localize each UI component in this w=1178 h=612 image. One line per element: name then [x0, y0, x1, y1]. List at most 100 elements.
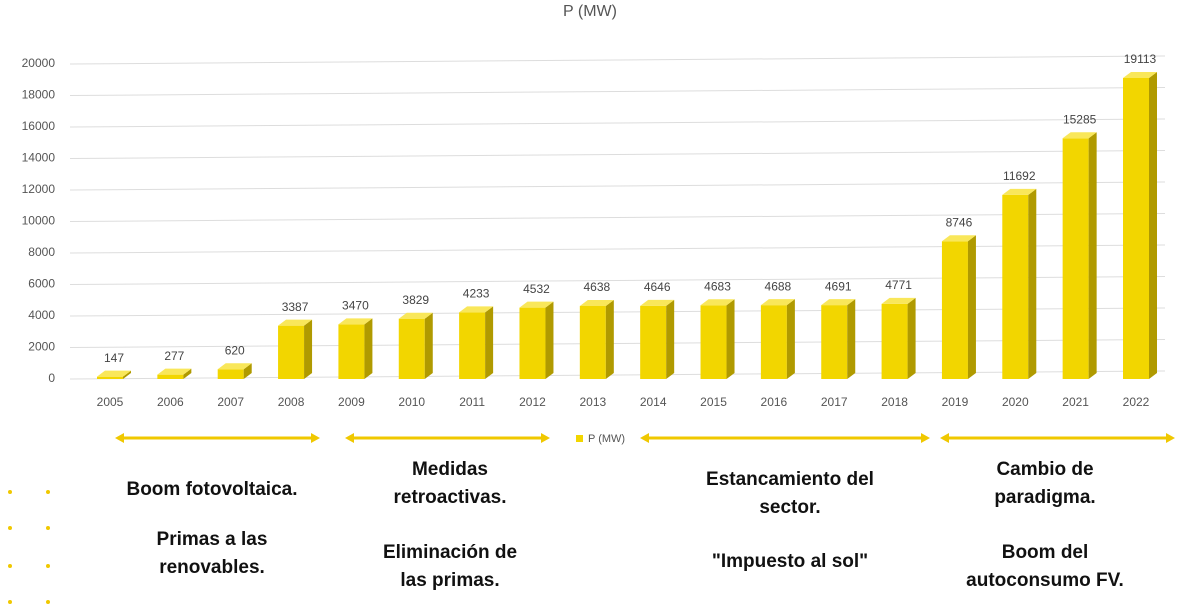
bar [398, 312, 433, 379]
value-label: 4688 [765, 279, 792, 293]
decor-dots [8, 490, 50, 604]
bar [1062, 132, 1097, 379]
grid-line [69, 55, 1166, 65]
arrow-head [115, 433, 124, 443]
bar [217, 363, 252, 379]
chart-title: P (MW) [563, 3, 617, 20]
bar [941, 235, 976, 379]
annotation-text: Eliminación de [383, 542, 517, 563]
annotation-text: paradigma. [994, 487, 1095, 508]
value-label: 277 [164, 349, 184, 363]
grid-line [69, 181, 1166, 191]
grid-line [69, 150, 1166, 159]
bar [278, 319, 313, 379]
bar [459, 306, 494, 379]
arrow-head [311, 433, 320, 443]
annotation-text: Estancamiento del [706, 469, 874, 490]
y-tick-label: 8000 [28, 245, 55, 259]
arrow-head [345, 433, 354, 443]
annotation-text: Boom fotovoltaica. [126, 479, 297, 500]
grid-line [69, 370, 1166, 380]
annotation-text: autoconsumo FV. [966, 570, 1124, 591]
value-label: 4771 [885, 278, 912, 292]
x-tick-label: 2019 [942, 395, 969, 409]
x-tick-label: 2013 [579, 395, 606, 409]
arrow-head [940, 433, 949, 443]
x-tick-label: 2020 [1002, 395, 1029, 409]
bar [1002, 188, 1037, 379]
value-label: 4646 [644, 280, 671, 294]
bar [821, 299, 856, 379]
x-tick-label: 2005 [97, 395, 124, 409]
bar [579, 299, 614, 379]
annotation-text: retroactivas. [393, 487, 506, 508]
annotation-text: las primas. [400, 570, 499, 591]
value-label: 3387 [282, 300, 309, 314]
value-label: 4532 [523, 282, 550, 296]
y-tick-label: 4000 [28, 308, 55, 322]
x-tick-label: 2009 [338, 395, 365, 409]
x-tick-label: 2010 [398, 395, 425, 409]
value-label: 19113 [1124, 52, 1157, 66]
value-label: 3829 [402, 293, 429, 307]
x-tick-label: 2018 [881, 395, 908, 409]
value-label: 4691 [825, 279, 852, 293]
annotation-text: renovables. [159, 557, 265, 578]
y-tick-label: 12000 [22, 182, 56, 196]
value-label: 15285 [1063, 112, 1097, 126]
x-tick-label: 2007 [217, 395, 244, 409]
annotation-text: Cambio de [996, 459, 1093, 480]
grid-line [69, 244, 1166, 254]
value-label: 4233 [463, 287, 490, 301]
x-tick-label: 2006 [157, 395, 184, 409]
bar [760, 299, 795, 379]
value-label: 11692 [1003, 169, 1036, 183]
y-tick-label: 14000 [22, 151, 56, 165]
value-label: 620 [225, 343, 245, 357]
y-tick-label: 18000 [22, 88, 56, 102]
y-tick-label: 10000 [22, 214, 56, 228]
x-tick-label: 2012 [519, 395, 546, 409]
annotation-text: Boom del [1002, 542, 1089, 563]
legend-label: P (MW) [588, 433, 625, 445]
grid-line [69, 307, 1166, 317]
value-label: 4683 [704, 279, 731, 293]
y-tick-label: 6000 [28, 277, 55, 291]
grid-line [69, 87, 1166, 96]
grid-line [69, 276, 1166, 285]
bar [640, 299, 675, 379]
x-tick-label: 2021 [1062, 395, 1089, 409]
grid-line [69, 339, 1166, 348]
x-tick-label: 2016 [761, 395, 788, 409]
y-tick-label: 16000 [22, 119, 56, 133]
annotation-text: "Impuesto al sol" [712, 551, 868, 572]
x-tick-label: 2022 [1123, 395, 1150, 409]
bar [1123, 71, 1157, 380]
x-tick-label: 2008 [278, 395, 305, 409]
value-label: 4638 [583, 280, 610, 294]
bar [338, 318, 373, 379]
y-tick-label: 20000 [22, 56, 56, 70]
arrow-head [640, 433, 649, 443]
arrow-head [541, 433, 550, 443]
annotation-text: Primas a las [157, 529, 268, 550]
x-tick-label: 2017 [821, 395, 848, 409]
bar [519, 301, 554, 379]
y-tick-label: 0 [48, 371, 55, 385]
legend-swatch [576, 435, 583, 442]
bar [97, 370, 131, 379]
annotation-text: Medidas [412, 459, 488, 480]
x-tick-label: 2015 [700, 395, 727, 409]
bar [157, 368, 192, 379]
value-label: 3470 [342, 299, 369, 313]
y-tick-label: 2000 [28, 340, 55, 354]
bar [700, 299, 735, 379]
value-label: 8746 [946, 215, 973, 229]
x-tick-label: 2011 [459, 395, 485, 409]
arrow-head [921, 433, 930, 443]
arrow-head [1166, 433, 1175, 443]
grid-line [69, 118, 1166, 128]
value-label: 147 [104, 351, 124, 365]
annotation-text: sector. [759, 497, 820, 518]
